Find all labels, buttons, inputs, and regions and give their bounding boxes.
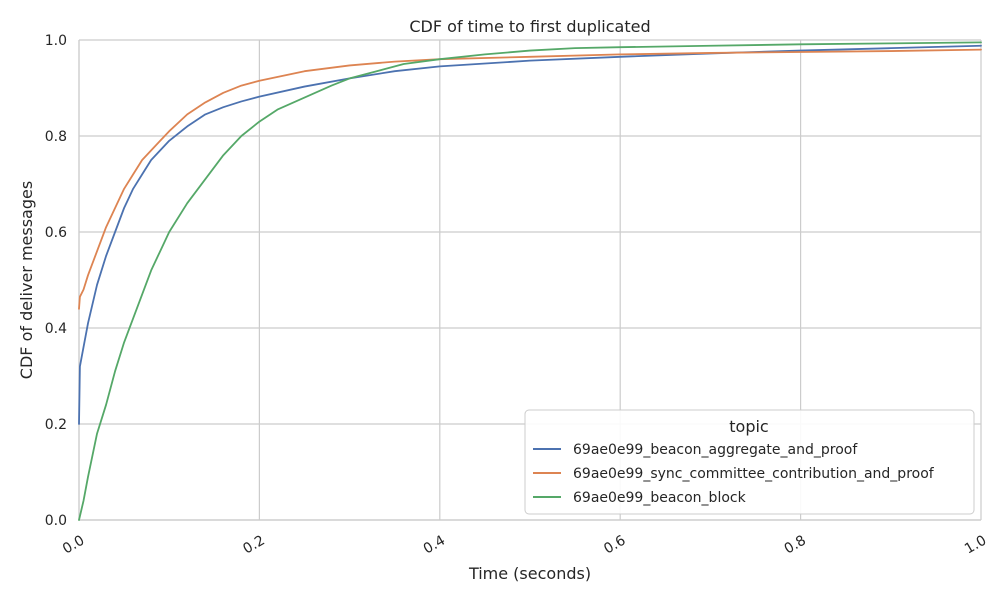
x-tick-label: 0.8 [782, 533, 809, 558]
x-tick-label: 1.0 [962, 533, 989, 558]
series-line-0 [78, 44, 982, 425]
legend-title: topic [729, 417, 768, 436]
legend-box [524, 409, 975, 515]
legend: topic 69ae0e99_beacon_aggregate_and_proo… [524, 409, 975, 515]
y-tick-label: 0.4 [45, 321, 67, 337]
chart-title: CDF of time to first duplicated [409, 17, 650, 36]
y-axis-label: CDF of deliver messages [17, 181, 36, 379]
y-tick-label: 1.0 [45, 33, 67, 49]
y-tick-label: 0.6 [45, 225, 67, 241]
x-tick-label: 0.6 [601, 532, 628, 557]
y-tick-label: 0.2 [45, 417, 67, 433]
legend-label: 69ae0e99_sync_committee_contribution_and… [573, 466, 935, 482]
series-line-2 [78, 41, 982, 521]
axes-spines [78, 40, 981, 521]
y-tick-label: 0.8 [45, 129, 67, 145]
legend-entries: 69ae0e99_beacon_aggregate_and_proof 69ae0… [533, 442, 935, 506]
y-tick-label: 0.0 [45, 513, 67, 529]
legend-label: 69ae0e99_beacon_aggregate_and_proof [573, 442, 858, 458]
series-lines [78, 41, 982, 521]
x-tick-label: 0.2 [240, 533, 267, 558]
x-tick-label: 0.4 [421, 532, 448, 557]
legend-label: 69ae0e99_beacon_block [573, 490, 747, 506]
x-tick-label: 0.0 [60, 533, 87, 558]
series-line-1 [78, 48, 982, 310]
x-axis-label: Time (seconds) [468, 564, 591, 583]
